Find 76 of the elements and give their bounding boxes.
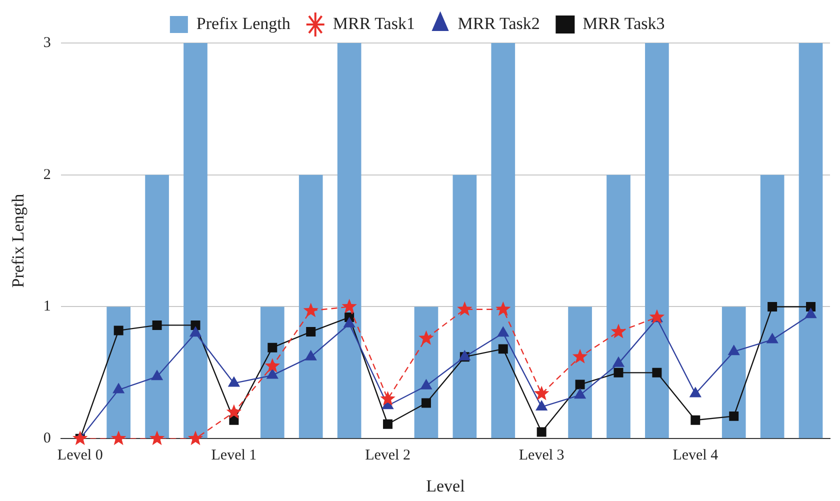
- bar: [298, 174, 323, 438]
- point: [226, 404, 242, 419]
- point: [114, 326, 124, 336]
- x-tick-label: Level 0: [57, 448, 103, 464]
- legend-label: MRR Task2: [458, 14, 540, 33]
- point: [344, 317, 356, 328]
- point: [536, 400, 548, 410]
- point: [151, 370, 163, 380]
- point: [268, 342, 278, 352]
- point: [649, 309, 665, 324]
- point: [690, 387, 702, 398]
- point: [190, 326, 202, 337]
- point: [110, 430, 126, 446]
- point: [572, 348, 588, 364]
- bar: [722, 306, 746, 438]
- point: [574, 388, 586, 399]
- bar: [106, 306, 131, 438]
- point: [536, 427, 546, 437]
- point: [266, 368, 278, 379]
- bar: [414, 306, 438, 438]
- point: [575, 380, 585, 390]
- bar: [184, 43, 208, 438]
- point: [342, 298, 357, 314]
- y-axis-title: Prefix Length: [8, 193, 28, 288]
- x-tick-label: Level 2: [365, 448, 410, 464]
- point: [614, 368, 624, 378]
- x-tick-label: Level 4: [672, 448, 719, 464]
- point: [418, 330, 434, 345]
- point: [112, 383, 124, 394]
- point: [264, 358, 280, 373]
- point: [149, 430, 165, 446]
- point: [72, 430, 88, 446]
- point: [421, 398, 431, 408]
- point: [496, 301, 511, 316]
- point: [729, 411, 739, 421]
- point: [305, 350, 317, 360]
- x-tick-label: Level 3: [518, 448, 564, 464]
- y-tick-label: 2: [43, 166, 51, 183]
- point: [498, 344, 508, 354]
- point: [420, 379, 432, 390]
- bar: [337, 43, 362, 438]
- legend-label: MRR Task3: [582, 14, 665, 33]
- x-axis-title: Level: [426, 476, 466, 496]
- point: [380, 391, 396, 406]
- bar: [145, 174, 169, 438]
- bar: [491, 43, 516, 438]
- bar: [568, 306, 592, 438]
- point: [728, 345, 740, 356]
- point: [652, 368, 662, 378]
- point: [383, 419, 393, 429]
- bar: [645, 43, 669, 438]
- point: [690, 415, 700, 425]
- point: [805, 308, 816, 318]
- point: [497, 326, 509, 337]
- point: [768, 302, 778, 312]
- point: [228, 376, 240, 387]
- x-tick-label: Level 1: [211, 448, 257, 464]
- point: [612, 356, 624, 367]
- point: [457, 301, 472, 316]
- y-tick-label: 0: [43, 430, 51, 447]
- point: [188, 430, 204, 446]
- legend-label: MRR Task1: [332, 14, 415, 33]
- bar: [606, 174, 630, 438]
- bar: [452, 174, 477, 438]
- point: [766, 333, 778, 344]
- point: [610, 324, 626, 338]
- y-tick-label: 3: [43, 34, 51, 51]
- y-tick-label: 1: [43, 298, 51, 315]
- bar: [760, 174, 784, 438]
- legend-label: Prefix Length: [196, 14, 291, 33]
- point: [306, 327, 316, 337]
- point: [534, 386, 550, 400]
- bar: [798, 43, 823, 438]
- point: [806, 302, 816, 312]
- point: [303, 302, 318, 318]
- point: [152, 320, 162, 330]
